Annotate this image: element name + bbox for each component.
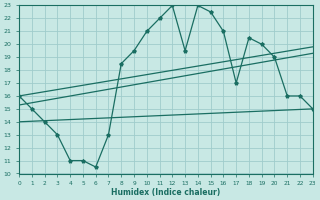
X-axis label: Humidex (Indice chaleur): Humidex (Indice chaleur)	[111, 188, 220, 197]
